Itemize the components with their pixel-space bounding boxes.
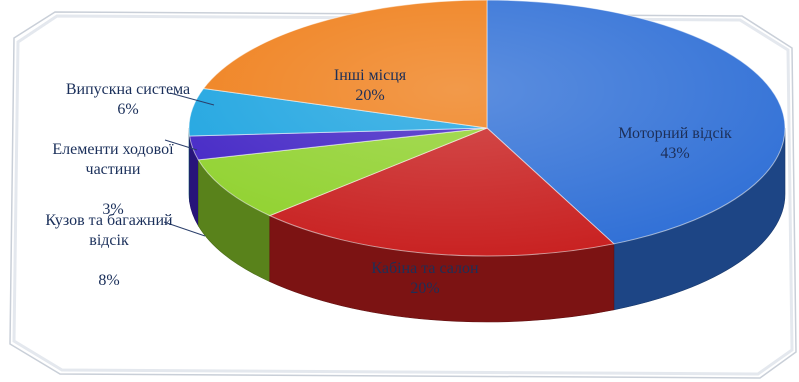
slice-label-motor: Моторний відсік 43%: [590, 104, 760, 184]
slice-label-exhaust: Випускна система 6%: [38, 60, 218, 140]
slice-label-chassis-name: Елементи ходової частини: [52, 141, 174, 178]
slice-label-exhaust-value: 6%: [117, 101, 139, 118]
slice-label-other: Інші місця 20%: [300, 46, 440, 126]
pie-highlight: [189, 0, 785, 256]
leader-line-3: [164, 139, 198, 151]
slice-label-other-name: Інші місця: [333, 67, 407, 84]
slice-label-other-value: 20%: [355, 87, 385, 104]
slice-label-body-value: 8%: [98, 272, 120, 289]
leader-line-2: [163, 221, 206, 237]
slice-label-cabin-value: 20%: [410, 280, 440, 297]
slice-label-chassis: Елементи ходової частини 3%: [28, 120, 198, 240]
slice-label-cabin-name: Кабіна та салон: [371, 260, 479, 277]
slice-label-motor-name: Моторний відсік: [618, 125, 732, 142]
slice-label-motor-value: 43%: [660, 145, 690, 162]
chart-frame-inner: [12, 14, 794, 376]
slice-label-exhaust-name: Випускна система: [65, 81, 191, 98]
slice-label-cabin: Кабіна та салон 20%: [340, 239, 510, 319]
slice-label-body: Кузов та багажний відсік 8%: [24, 191, 194, 311]
slice-label-chassis-value: 3%: [102, 201, 124, 218]
slice-label-body-name: Кузов та багажний відсік: [45, 212, 173, 249]
leader-line-4: [169, 92, 215, 106]
